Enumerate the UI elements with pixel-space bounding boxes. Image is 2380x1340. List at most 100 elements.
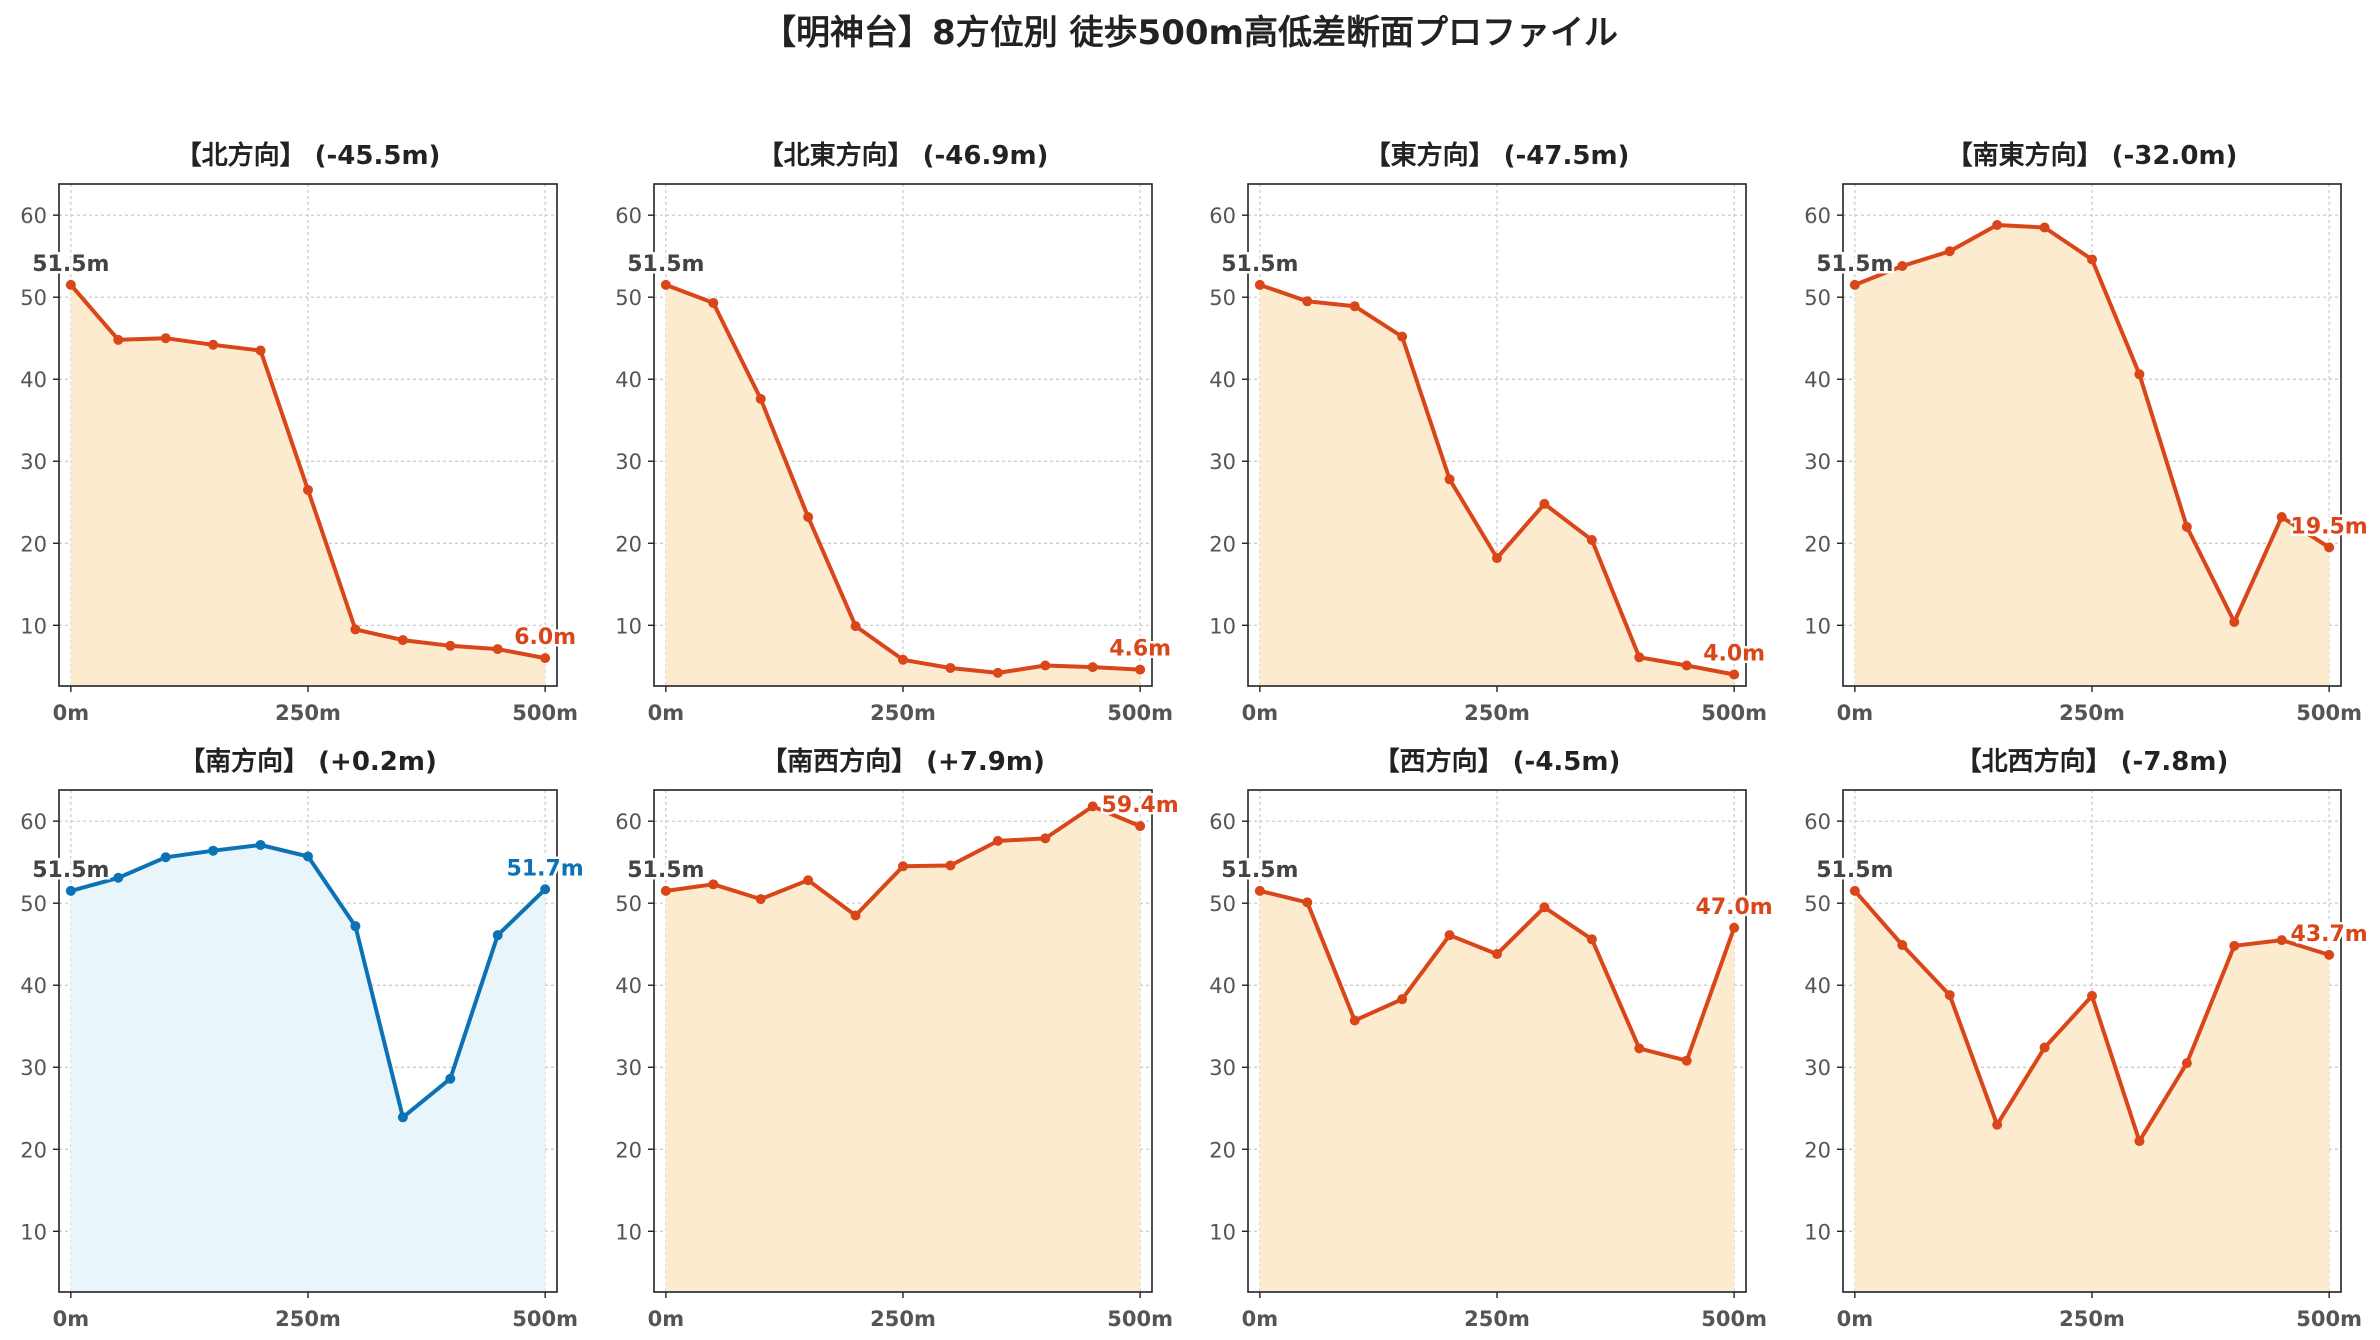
data-point xyxy=(113,334,124,345)
start-value-label: 51.5m xyxy=(627,252,704,277)
data-point xyxy=(492,644,503,655)
data-point xyxy=(1729,922,1740,933)
y-tick-label: 40 xyxy=(1209,974,1236,998)
end-value-label: 4.6m xyxy=(1109,637,1171,662)
x-tick-label: 0m xyxy=(1242,701,1279,725)
y-tick-label: 30 xyxy=(1804,1056,1831,1080)
data-point xyxy=(350,921,361,932)
end-value-label: 47.0m xyxy=(1696,895,1773,920)
data-point xyxy=(1040,660,1051,671)
y-tick-label: 10 xyxy=(615,614,642,638)
data-point xyxy=(1302,897,1313,908)
data-point xyxy=(540,884,551,895)
data-point xyxy=(2134,369,2145,380)
panel-title: 【北西方向】 (-7.8m) xyxy=(1956,746,2229,777)
data-point xyxy=(1087,662,1098,673)
data-point xyxy=(1492,949,1502,960)
x-tick-label: 0m xyxy=(1837,1307,1874,1331)
x-tick-label: 0m xyxy=(1837,701,1874,725)
chart-panel: 【北西方向】 (-7.8m) 10 20 30 40 50 60 0m 250m 500m 51.5… xyxy=(1804,746,2370,1331)
data-point xyxy=(2039,222,2050,233)
data-point xyxy=(1444,930,1455,941)
end-value-label: 6.0m xyxy=(514,625,576,650)
y-tick-label: 60 xyxy=(1804,810,1831,834)
data-point xyxy=(540,653,551,664)
data-point xyxy=(1586,934,1597,945)
x-tick-label: 250m xyxy=(2059,701,2125,725)
chart-panel: 【西方向】 (-4.5m) 10 20 30 40 50 60 0m 250m 500m 51.5m… xyxy=(1209,746,1775,1331)
y-tick-label: 60 xyxy=(1209,810,1236,834)
x-tick-label: 0m xyxy=(648,1307,685,1331)
data-point xyxy=(65,279,76,290)
start-value-label: 51.5m xyxy=(1221,858,1298,883)
start-value-label: 51.5m xyxy=(1816,858,1893,883)
data-point xyxy=(2229,617,2240,628)
y-tick-label: 30 xyxy=(1804,450,1831,474)
data-point xyxy=(2229,940,2240,951)
figure-title: 【明神台】8方位別 徒歩500m高低差断面プロファイル xyxy=(762,13,1618,53)
chart-panel: 【南方向】 (+0.2m) 10 20 30 40 50 60 0m 250m 500m 51.5m… xyxy=(20,746,586,1331)
series-area xyxy=(1854,225,2330,686)
y-tick-label: 50 xyxy=(1804,286,1831,310)
data-point xyxy=(1135,664,1146,675)
data-point xyxy=(2039,1042,2050,1053)
y-tick-label: 60 xyxy=(20,810,47,834)
data-point xyxy=(2276,935,2287,946)
y-tick-label: 50 xyxy=(1209,286,1236,310)
series-area xyxy=(1259,890,1735,1292)
y-tick-label: 10 xyxy=(1209,1220,1236,1244)
data-point xyxy=(1897,940,1908,951)
data-point xyxy=(2324,542,2335,553)
data-point xyxy=(850,621,861,632)
x-tick-label: 250m xyxy=(2059,1307,2125,1331)
x-tick-label: 0m xyxy=(1242,1307,1279,1331)
chart-panel: 【南東方向】 (-32.0m) 10 20 30 40 50 60 0m 250m 500m 51.… xyxy=(1804,140,2370,725)
data-point xyxy=(2324,949,2335,960)
y-tick-label: 50 xyxy=(615,892,642,916)
y-tick-label: 60 xyxy=(20,204,47,228)
data-point xyxy=(1634,652,1645,663)
panel-title: 【南西方向】 (+7.9m) xyxy=(761,746,1045,777)
data-point xyxy=(1681,1055,1692,1066)
data-point xyxy=(2087,254,2097,265)
y-tick-label: 40 xyxy=(20,974,47,998)
data-point xyxy=(945,860,956,871)
x-tick-label: 250m xyxy=(275,1307,341,1331)
y-tick-label: 20 xyxy=(1209,532,1236,556)
x-tick-label: 500m xyxy=(1701,1307,1767,1331)
x-tick-label: 500m xyxy=(1107,701,1173,725)
y-tick-label: 40 xyxy=(1804,974,1831,998)
y-tick-label: 20 xyxy=(615,1138,642,1162)
data-point xyxy=(708,297,719,308)
y-tick-label: 60 xyxy=(1209,204,1236,228)
panel-title: 【北東方向】 (-46.9m) xyxy=(758,140,1049,171)
y-tick-label: 50 xyxy=(20,286,47,310)
series-area xyxy=(70,284,546,686)
data-point xyxy=(1944,990,1955,1001)
data-point xyxy=(255,839,266,850)
y-tick-label: 30 xyxy=(615,1056,642,1080)
data-point xyxy=(850,910,861,921)
data-point xyxy=(445,1073,456,1084)
data-point xyxy=(160,852,171,863)
y-tick-label: 10 xyxy=(20,1220,47,1244)
y-tick-label: 40 xyxy=(615,974,642,998)
y-tick-label: 40 xyxy=(20,368,47,392)
data-point xyxy=(1135,821,1146,832)
data-point xyxy=(1444,474,1455,485)
data-point xyxy=(1397,331,1408,342)
data-point xyxy=(1634,1043,1645,1054)
x-tick-label: 500m xyxy=(2296,701,2362,725)
y-tick-label: 20 xyxy=(1209,1138,1236,1162)
panel-title: 【西方向】 (-4.5m) xyxy=(1374,746,1621,777)
y-tick-label: 30 xyxy=(20,450,47,474)
end-value-label: 51.7m xyxy=(507,856,584,881)
data-point xyxy=(660,885,671,896)
data-point xyxy=(113,872,124,883)
y-tick-label: 20 xyxy=(20,532,47,556)
panel-title: 【北方向】 (-45.5m) xyxy=(176,140,441,171)
series-area xyxy=(665,284,1141,686)
data-point xyxy=(1849,279,1860,290)
data-point xyxy=(303,851,313,862)
